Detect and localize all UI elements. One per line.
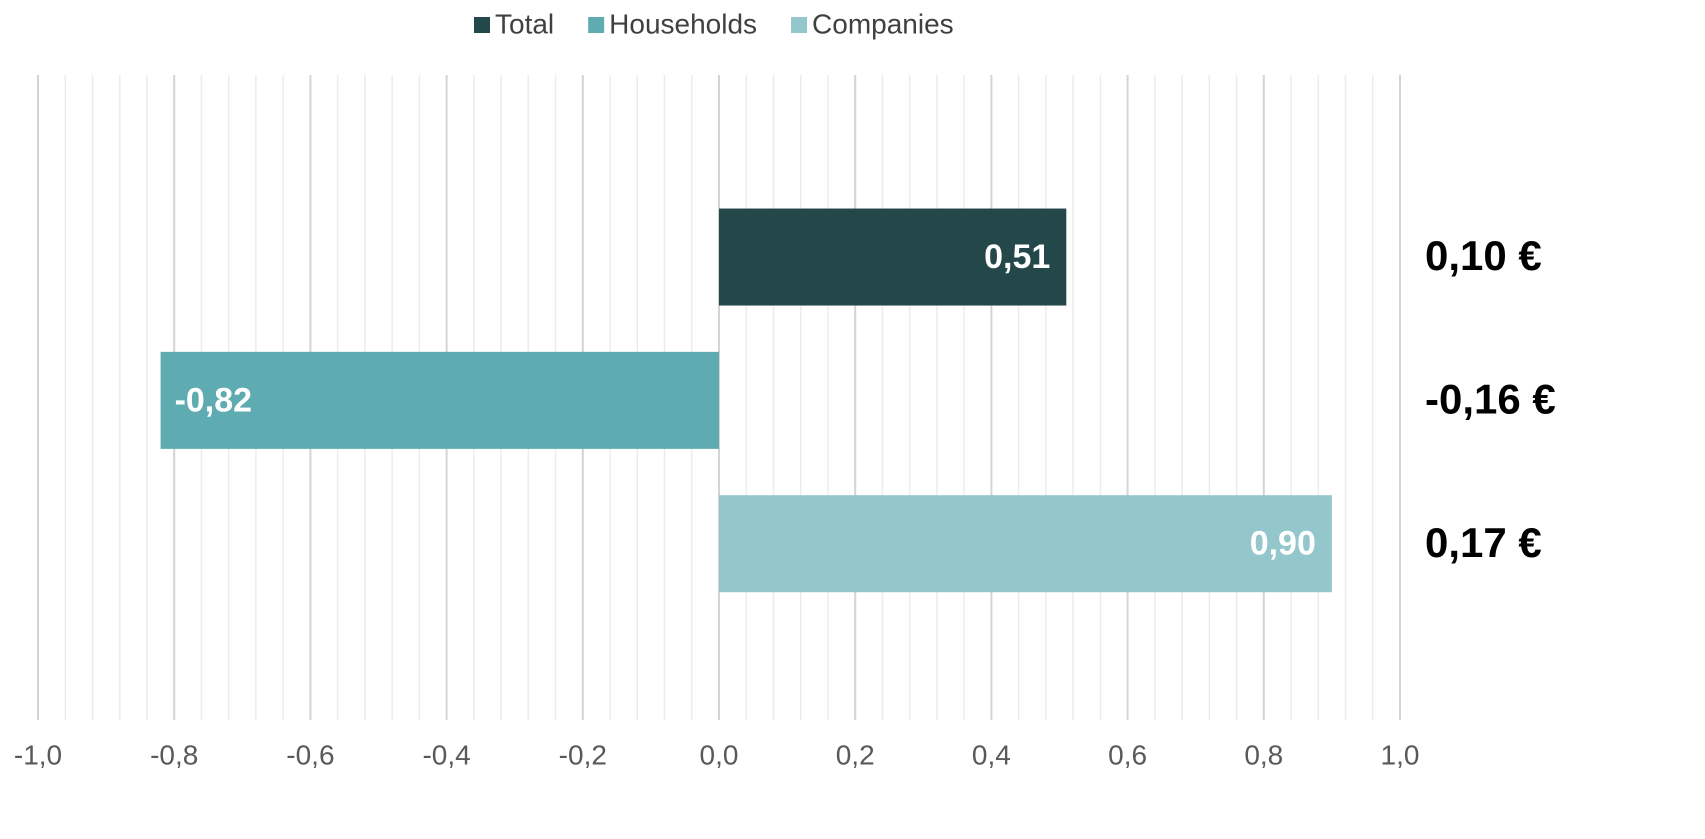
bar [719, 208, 1067, 306]
legend-swatch [474, 17, 490, 33]
x-tick-label: 0,2 [836, 739, 875, 770]
data-label: -0,82 [175, 381, 253, 419]
bar [160, 351, 719, 449]
data-label: 0,90 [1250, 525, 1316, 563]
annotation: 0,10 € [1425, 232, 1542, 279]
legend-label: Households [609, 8, 757, 39]
data-label: 0,51 [984, 238, 1050, 276]
legend-swatch [588, 17, 605, 33]
x-tick-label: 1,0 [1381, 739, 1420, 770]
x-tick-label: 0,4 [972, 739, 1011, 770]
legend-label: Total [495, 8, 554, 39]
annotation: 0,17 € [1425, 519, 1542, 566]
x-tick-label: -0,8 [150, 739, 198, 770]
x-tick-label: 0,6 [1108, 739, 1147, 770]
bar [719, 495, 1332, 593]
x-tick-label: -0,6 [286, 739, 334, 770]
x-tick-label: -0,4 [422, 739, 470, 770]
annotation: -0,16 € [1425, 375, 1556, 422]
x-tick-label: -0,2 [559, 739, 607, 770]
x-tick-label: 0,0 [700, 739, 739, 770]
x-tick-label: 0,8 [1244, 739, 1283, 770]
legend-swatch [791, 17, 808, 33]
legend-label: Companies [812, 8, 954, 39]
x-tick-label: -1,0 [14, 739, 62, 770]
